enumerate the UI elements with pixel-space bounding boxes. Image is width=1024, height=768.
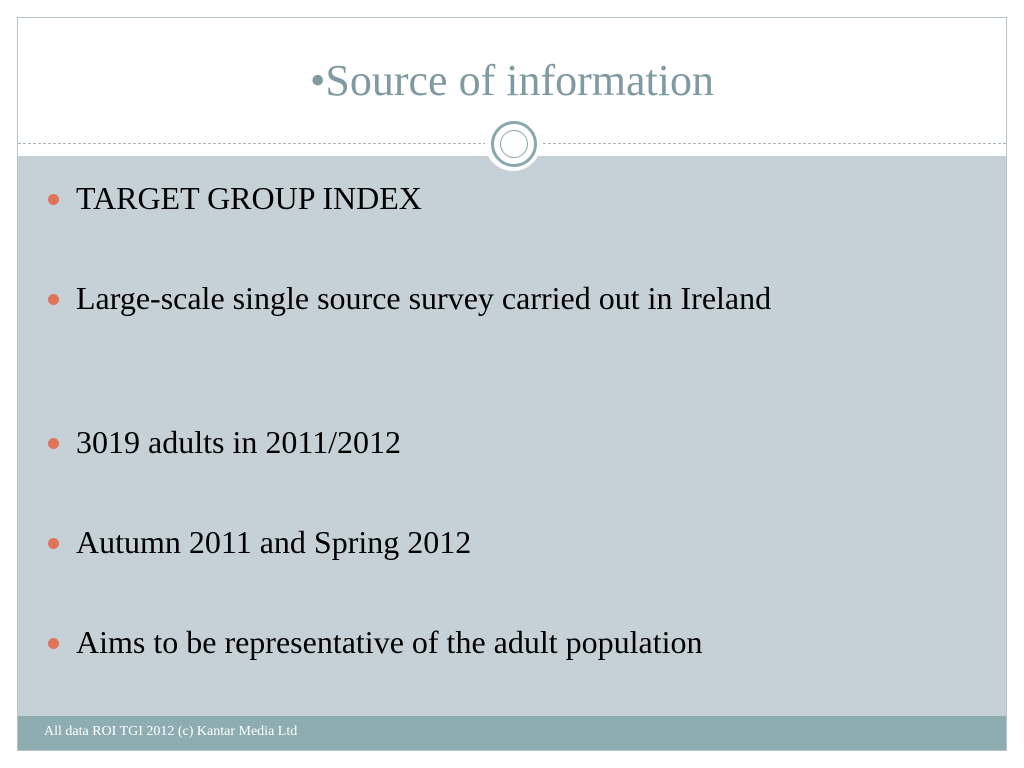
bullet-dot-icon [48, 194, 59, 205]
footer-bar: All data ROI TGI 2012 (c) Kantar Media L… [18, 716, 1006, 750]
bullet-dot-icon [48, 638, 59, 649]
slide-title: •Source of information [310, 56, 714, 105]
divider-circle-inner-icon [500, 130, 528, 158]
bullet-text: TARGET GROUP INDEX [76, 180, 422, 216]
bullet-item: TARGET GROUP INDEX [48, 178, 948, 218]
bullet-dot-icon [48, 538, 59, 549]
divider-circle-icon [491, 121, 537, 167]
footer-text: All data ROI TGI 2012 (c) Kantar Media L… [44, 724, 298, 739]
slide: •Source of information TARGET GROUP INDE… [17, 17, 1007, 751]
bullet-text: Aims to be representative of the adult p… [76, 624, 703, 660]
bullet-item: Large-scale single source survey carried… [48, 278, 948, 318]
bullet-dot-icon [48, 438, 59, 449]
bullet-dot-icon [48, 294, 59, 305]
bullet-text: Autumn 2011 and Spring 2012 [76, 524, 472, 560]
bullet-text: Large-scale single source survey carried… [76, 280, 772, 316]
bullet-item: 3019 adults in 2011/2012 [48, 422, 948, 462]
bullet-item: Aims to be representative of the adult p… [48, 622, 948, 662]
bullet-item: Autumn 2011 and Spring 2012 [48, 522, 948, 562]
bullet-text: 3019 adults in 2011/2012 [76, 424, 402, 460]
content-area: TARGET GROUP INDEX Large-scale single so… [18, 156, 1006, 716]
